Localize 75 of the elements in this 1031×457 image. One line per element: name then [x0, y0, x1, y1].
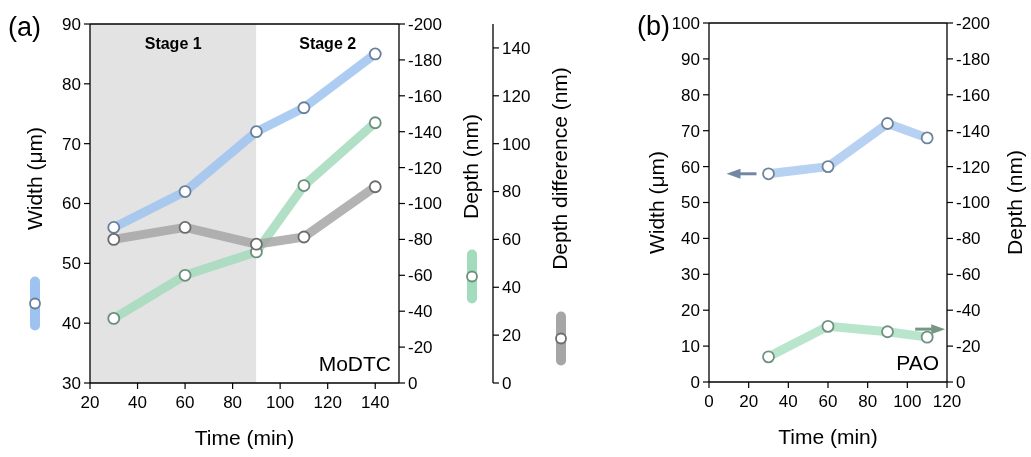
y3-axis-title: Depth difference (nm) [548, 67, 571, 270]
x-tick-label: 40 [128, 393, 147, 412]
x-axis-title: Time (min) [194, 426, 295, 449]
band-label: Stage 1 [144, 35, 202, 52]
y-tick-label: 50 [681, 193, 700, 213]
text: (b) [637, 11, 670, 41]
y-tick-label: 60 [681, 157, 700, 177]
x-tick-label: 80 [223, 393, 243, 412]
y-tick-label: 70 [62, 134, 81, 154]
x-tick-label: 0 [704, 392, 714, 411]
y2-tick-label: -20 [956, 337, 981, 357]
y3-tick-label: 60 [502, 230, 521, 250]
y2-tick-label: -60 [408, 266, 433, 286]
x-tick-label: 100 [893, 392, 922, 411]
y2-axis-title: Depth (nm) [1003, 149, 1026, 256]
x-tick-label: 100 [265, 393, 295, 412]
y2-tick-label: -80 [956, 229, 981, 249]
y3-tick-label: 80 [502, 182, 521, 202]
x-tick-label: 80 [858, 392, 878, 411]
y2-tick-label: 0 [408, 373, 418, 393]
x-tick-label: 60 [818, 392, 838, 411]
y2-tick-label: -120 [408, 158, 443, 178]
y2-tick-label: -180 [408, 50, 443, 70]
y2-tick-label: -40 [408, 302, 433, 322]
text: (a) [8, 12, 41, 42]
y3-tick-label: 0 [502, 373, 512, 393]
y-tick-label: 70 [681, 121, 700, 141]
y2-tick-label: -200 [408, 14, 443, 34]
annotation: PAO [896, 351, 939, 374]
y2-tick-label: -20 [408, 338, 433, 358]
y-tick-label: 90 [62, 14, 81, 34]
y-tick-label: 80 [62, 74, 81, 94]
x-tick-label: 60 [175, 393, 195, 412]
y2-tick-label: -120 [956, 157, 991, 177]
y2-tick-label: -100 [408, 194, 443, 214]
y3-tick-label: 120 [502, 86, 531, 106]
y2-tick-label: -100 [956, 193, 991, 213]
y-tick-label: 30 [681, 265, 700, 285]
y-tick-label: 80 [681, 85, 700, 105]
y2-axis-title: Depth (nm) [459, 113, 482, 220]
y2-tick-label: -40 [956, 301, 981, 321]
x-tick-label: 40 [778, 392, 798, 411]
y-tick-label: 50 [62, 254, 81, 274]
y2-tick-label: -160 [408, 86, 443, 106]
x-tick-label: 20 [80, 393, 100, 412]
y3-tick-label: 40 [502, 278, 521, 298]
x-tick-label: 120 [313, 393, 342, 412]
band-label: Stage 2 [299, 35, 357, 52]
y3-tick-label: 100 [502, 134, 531, 154]
y-tick-label: 30 [62, 373, 81, 393]
y-tick-label: 20 [681, 301, 700, 321]
y2-tick-label: 0 [956, 372, 966, 392]
y-tick-label: 90 [681, 49, 700, 69]
y-axis-title: Width (μm) [645, 150, 668, 255]
x-tick-label: 20 [739, 392, 759, 411]
y-tick-label: 60 [62, 194, 81, 214]
x-axis-title: Time (min) [778, 425, 878, 448]
y-tick-label: 10 [681, 337, 700, 357]
y-tick-label: 0 [690, 372, 700, 392]
y2-tick-label: -60 [956, 265, 981, 285]
y2-tick-label: -200 [956, 13, 991, 33]
y2-tick-label: -140 [408, 122, 443, 142]
y3-tick-label: 140 [502, 38, 531, 58]
x-tick-label: 140 [361, 393, 390, 412]
y-tick-label: 100 [671, 13, 700, 33]
y2-tick-label: -160 [956, 85, 991, 105]
y2-tick-label: -80 [408, 230, 433, 250]
x-tick-label: 120 [932, 392, 962, 411]
y3-tick-label: 20 [502, 326, 521, 346]
y-axis-title: Width (μm) [23, 126, 46, 231]
y-tick-label: 40 [62, 314, 81, 334]
y2-tick-label: -140 [956, 121, 991, 141]
y-tick-label: 40 [681, 229, 700, 249]
annotation: MoDTC [318, 352, 391, 375]
y2-tick-label: -180 [956, 49, 991, 69]
